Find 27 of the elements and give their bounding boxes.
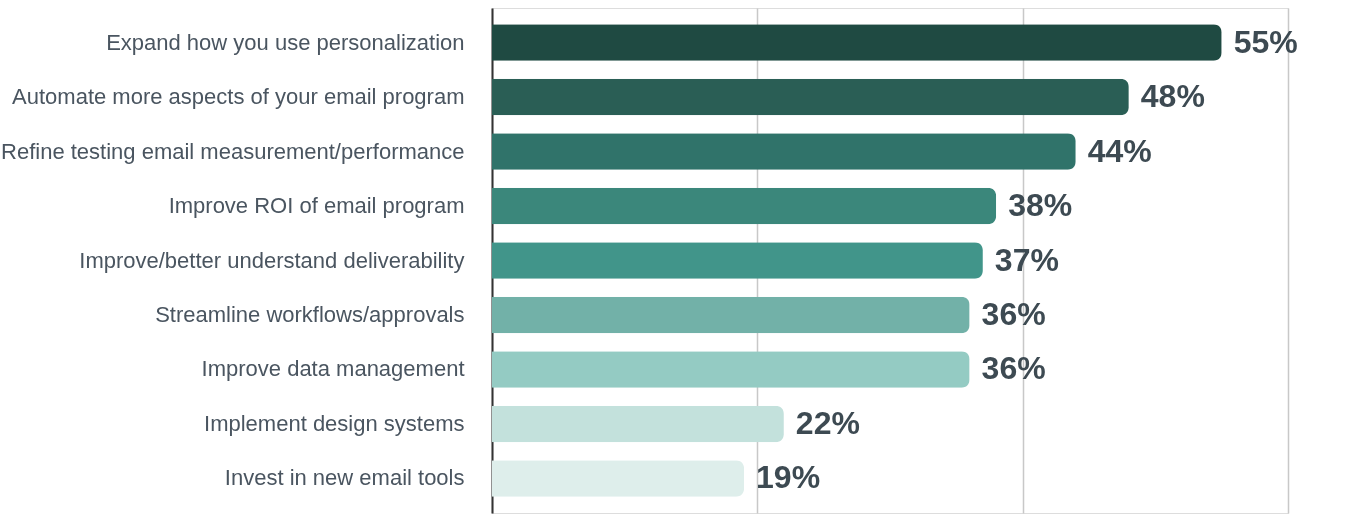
bar (492, 187, 997, 225)
data-label: 36% (981, 295, 1046, 332)
data-label: 22% (795, 404, 860, 441)
data-label: 48% (1140, 78, 1205, 115)
bar (492, 405, 784, 443)
y-tick-label: Implement design systems (204, 410, 465, 436)
y-tick-label: Refine testing email measurement/performance (1, 138, 465, 164)
data-label: 38% (1008, 187, 1073, 224)
bar (492, 242, 983, 279)
bar (492, 460, 745, 497)
bar (492, 24, 1222, 61)
y-tick-label: Improve data management (201, 356, 465, 382)
data-label: 19% (756, 459, 821, 496)
y-tick-label: Streamline workflows/approvals (155, 301, 465, 327)
data-label: 44% (1087, 132, 1152, 169)
y-tick-label: Automate more aspects of your email program (12, 84, 465, 110)
y-tick-label: Improve ROI of email program (168, 193, 465, 219)
y-tick-label: Improve/better understand deliverability (79, 247, 465, 273)
data-label: 37% (994, 241, 1059, 278)
bar (492, 296, 970, 334)
bar (492, 78, 1129, 116)
data-label: 55% (1233, 23, 1298, 60)
data-label: 36% (981, 350, 1046, 387)
y-tick-label: Invest in new email tools (224, 465, 465, 491)
bar (492, 351, 970, 388)
bar (492, 133, 1076, 170)
y-tick-label: Expand how you use personalization (106, 29, 465, 55)
